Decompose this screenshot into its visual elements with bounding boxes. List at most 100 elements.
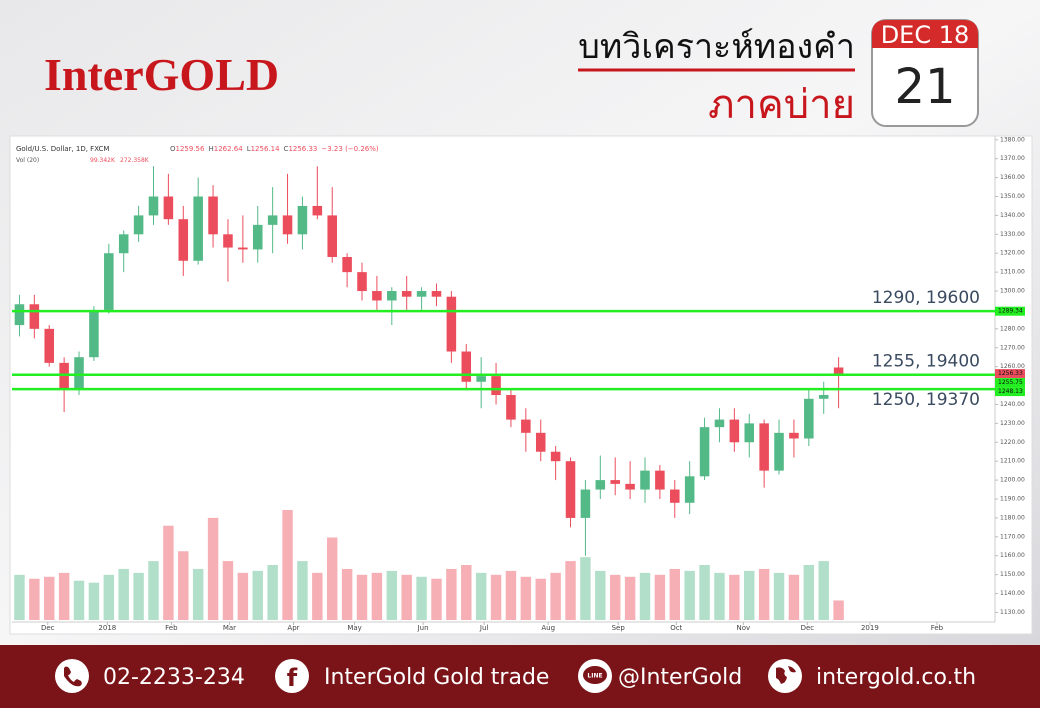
candle-body [833,367,844,374]
candle-body [238,247,248,250]
y-tick-label: 1280.00 [1000,325,1025,332]
volume-bar [475,572,487,620]
line-glyph: LINE [587,673,602,680]
volume-bar [58,572,70,620]
x-tick-label: May [347,624,361,632]
x-tick-label: Aug [541,624,555,632]
candle-body [431,291,442,297]
y-tick-label: 1130.00 [1000,609,1025,616]
candle-body [312,205,323,216]
candle-body [148,196,159,216]
volume-bar [490,574,502,620]
volume-bar [788,574,800,620]
y-tick-label: 1200.00 [1000,477,1025,484]
x-tick-label: Oct [670,624,682,632]
x-tick-label: Apr [287,624,299,632]
candle-body [684,476,695,503]
y-tick-label: 1170.00 [1000,533,1025,540]
volume-bar [386,570,398,620]
volume-bar [44,576,55,620]
y-tick-label: 1210.00 [1000,458,1025,465]
x-tick-label: 2018 [98,624,116,632]
candle-body [223,234,233,248]
y-tick-label: 1140.00 [1000,590,1025,597]
footer-bar [0,645,1040,708]
legend-value: 1256.14 [251,145,280,153]
volume-bar [327,537,338,620]
legend-change: −3.23 (−0.26%) [321,145,379,153]
volume-bar [29,578,40,620]
volume-bar [237,572,249,620]
level-tag-box [995,387,1025,397]
calendar-day: 21 [894,59,955,115]
y-tick-label: 1330.00 [1000,231,1025,238]
volume-bar [520,576,532,620]
x-tick-label: Feb [165,624,178,632]
volume-bar [192,568,204,620]
volume-bar [341,568,353,620]
legend-value: 1262.64 [214,145,243,153]
candle-body [759,423,769,471]
volume-bar [609,574,621,620]
y-tick-label: 1260.00 [1000,363,1025,370]
volume-bar [550,572,561,620]
volume-bar [133,572,144,620]
volume-bar [639,572,651,620]
candle-body [818,395,829,399]
x-tick-label: Dec [801,624,815,632]
header-title: บทวิเคราะห์ทองคำ [578,27,855,67]
candle-body [178,219,189,261]
candle-body [89,309,99,358]
volume-bar [729,574,740,620]
facebook: InterGold Gold trade [324,665,549,690]
level-tag: 1248.13 [998,388,1023,395]
candle-body [804,398,814,439]
candle-body [208,196,218,235]
volume-bar [371,572,383,620]
candle-body [118,234,129,254]
candle-body [14,304,25,326]
candle-body [193,196,203,261]
x-tick-label: Jun [417,624,429,632]
candle-body [446,296,457,352]
x-tick-label: 2019 [861,624,879,632]
volume-bar [252,570,263,620]
volume-bar [282,510,293,620]
volume-bar [744,570,755,620]
x-tick-label: Dec [41,624,55,632]
volume-bar [803,565,815,620]
volume-average: 272.358K [120,157,150,164]
web-glyph [776,666,796,684]
y-tick-label: 1380.00 [1000,136,1025,143]
candle-body [580,489,591,518]
level-tag: 1255.75 [998,379,1023,386]
level-tag: 1289.34 [998,308,1023,315]
candle-body [565,461,576,518]
candle-body [550,451,561,462]
candle-body [297,205,308,235]
candle-body [491,376,501,396]
volume-bar [356,574,368,620]
volume-bar [178,551,189,620]
candle-body [744,423,755,443]
y-tick-label: 1180.00 [1000,514,1025,521]
legend-key: H [208,145,213,153]
candle-body [789,432,799,439]
candle-body [476,376,486,382]
volume-bar [595,570,606,620]
volume-bar [684,570,695,620]
volume-bar [73,580,85,620]
x-tick-label: Mar [223,624,236,632]
volume-bar [535,578,546,620]
volume-bar [222,561,234,620]
candle-body [521,419,531,433]
plot: 1130.00 1140.00 1150.00 1160.00 1170.00 1180.… [12,136,1025,632]
candle-body [506,395,516,420]
legend-value: 1256.33 [288,145,317,153]
candle-body [163,196,174,220]
y-tick-label: 1350.00 [1000,193,1025,200]
candle-body [595,480,606,490]
y-tick-label: 1220.00 [1000,439,1025,446]
candle-body [59,362,69,390]
candle-body [342,257,352,273]
